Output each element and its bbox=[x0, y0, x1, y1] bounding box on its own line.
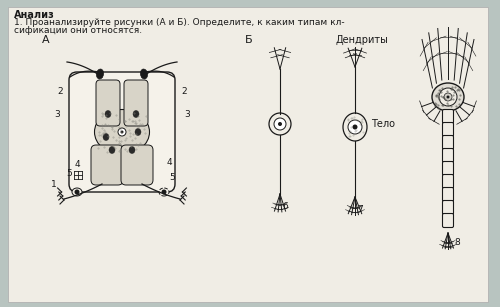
Circle shape bbox=[278, 122, 282, 126]
Text: сификации они относятся.: сификации они относятся. bbox=[14, 26, 142, 35]
Ellipse shape bbox=[94, 110, 150, 154]
FancyBboxPatch shape bbox=[442, 149, 454, 162]
Text: 8: 8 bbox=[454, 238, 460, 247]
Text: Б: Б bbox=[245, 35, 252, 45]
FancyBboxPatch shape bbox=[442, 174, 454, 188]
Text: А: А bbox=[42, 35, 50, 45]
Circle shape bbox=[162, 189, 166, 195]
Text: 3: 3 bbox=[184, 110, 190, 119]
Text: 4: 4 bbox=[166, 158, 172, 167]
FancyBboxPatch shape bbox=[442, 110, 454, 123]
FancyBboxPatch shape bbox=[96, 80, 120, 126]
FancyBboxPatch shape bbox=[121, 145, 153, 185]
Text: 1. Проанализируйте рисунки (А и Б). Определите, к каким типам кл-: 1. Проанализируйте рисунки (А и Б). Опре… bbox=[14, 18, 344, 27]
Ellipse shape bbox=[133, 111, 139, 118]
FancyBboxPatch shape bbox=[69, 72, 175, 192]
FancyBboxPatch shape bbox=[442, 135, 454, 150]
Text: 1: 1 bbox=[51, 180, 57, 189]
Ellipse shape bbox=[96, 69, 103, 79]
Text: Анализ: Анализ bbox=[14, 10, 55, 20]
Circle shape bbox=[446, 95, 450, 99]
Circle shape bbox=[439, 88, 457, 106]
Circle shape bbox=[118, 128, 126, 136]
Text: Дендриты: Дендриты bbox=[335, 35, 388, 45]
Circle shape bbox=[348, 120, 362, 134]
FancyBboxPatch shape bbox=[442, 161, 454, 176]
Ellipse shape bbox=[105, 111, 111, 118]
Text: 4: 4 bbox=[74, 160, 80, 169]
Ellipse shape bbox=[432, 83, 464, 111]
Text: Тело: Тело bbox=[371, 119, 395, 129]
Text: 6: 6 bbox=[282, 202, 288, 211]
Ellipse shape bbox=[135, 129, 141, 135]
Text: 2: 2 bbox=[57, 87, 63, 96]
Text: 3: 3 bbox=[54, 110, 60, 119]
Text: 5: 5 bbox=[169, 173, 175, 182]
Text: 5: 5 bbox=[66, 169, 72, 178]
Circle shape bbox=[274, 118, 286, 130]
Ellipse shape bbox=[72, 188, 82, 196]
FancyBboxPatch shape bbox=[442, 213, 454, 227]
Ellipse shape bbox=[109, 146, 115, 154]
Ellipse shape bbox=[159, 188, 169, 196]
Ellipse shape bbox=[343, 113, 367, 141]
Circle shape bbox=[120, 130, 124, 134]
Circle shape bbox=[352, 125, 358, 130]
FancyBboxPatch shape bbox=[124, 80, 148, 126]
Circle shape bbox=[74, 189, 80, 195]
Circle shape bbox=[269, 113, 291, 135]
Circle shape bbox=[444, 93, 452, 101]
Ellipse shape bbox=[129, 146, 135, 154]
FancyBboxPatch shape bbox=[442, 188, 454, 201]
FancyBboxPatch shape bbox=[91, 145, 123, 185]
Text: 2: 2 bbox=[181, 87, 187, 96]
FancyBboxPatch shape bbox=[442, 200, 454, 215]
Text: 7: 7 bbox=[357, 205, 363, 214]
Ellipse shape bbox=[103, 134, 109, 141]
FancyBboxPatch shape bbox=[442, 122, 454, 137]
FancyBboxPatch shape bbox=[8, 7, 488, 302]
Ellipse shape bbox=[140, 69, 147, 79]
